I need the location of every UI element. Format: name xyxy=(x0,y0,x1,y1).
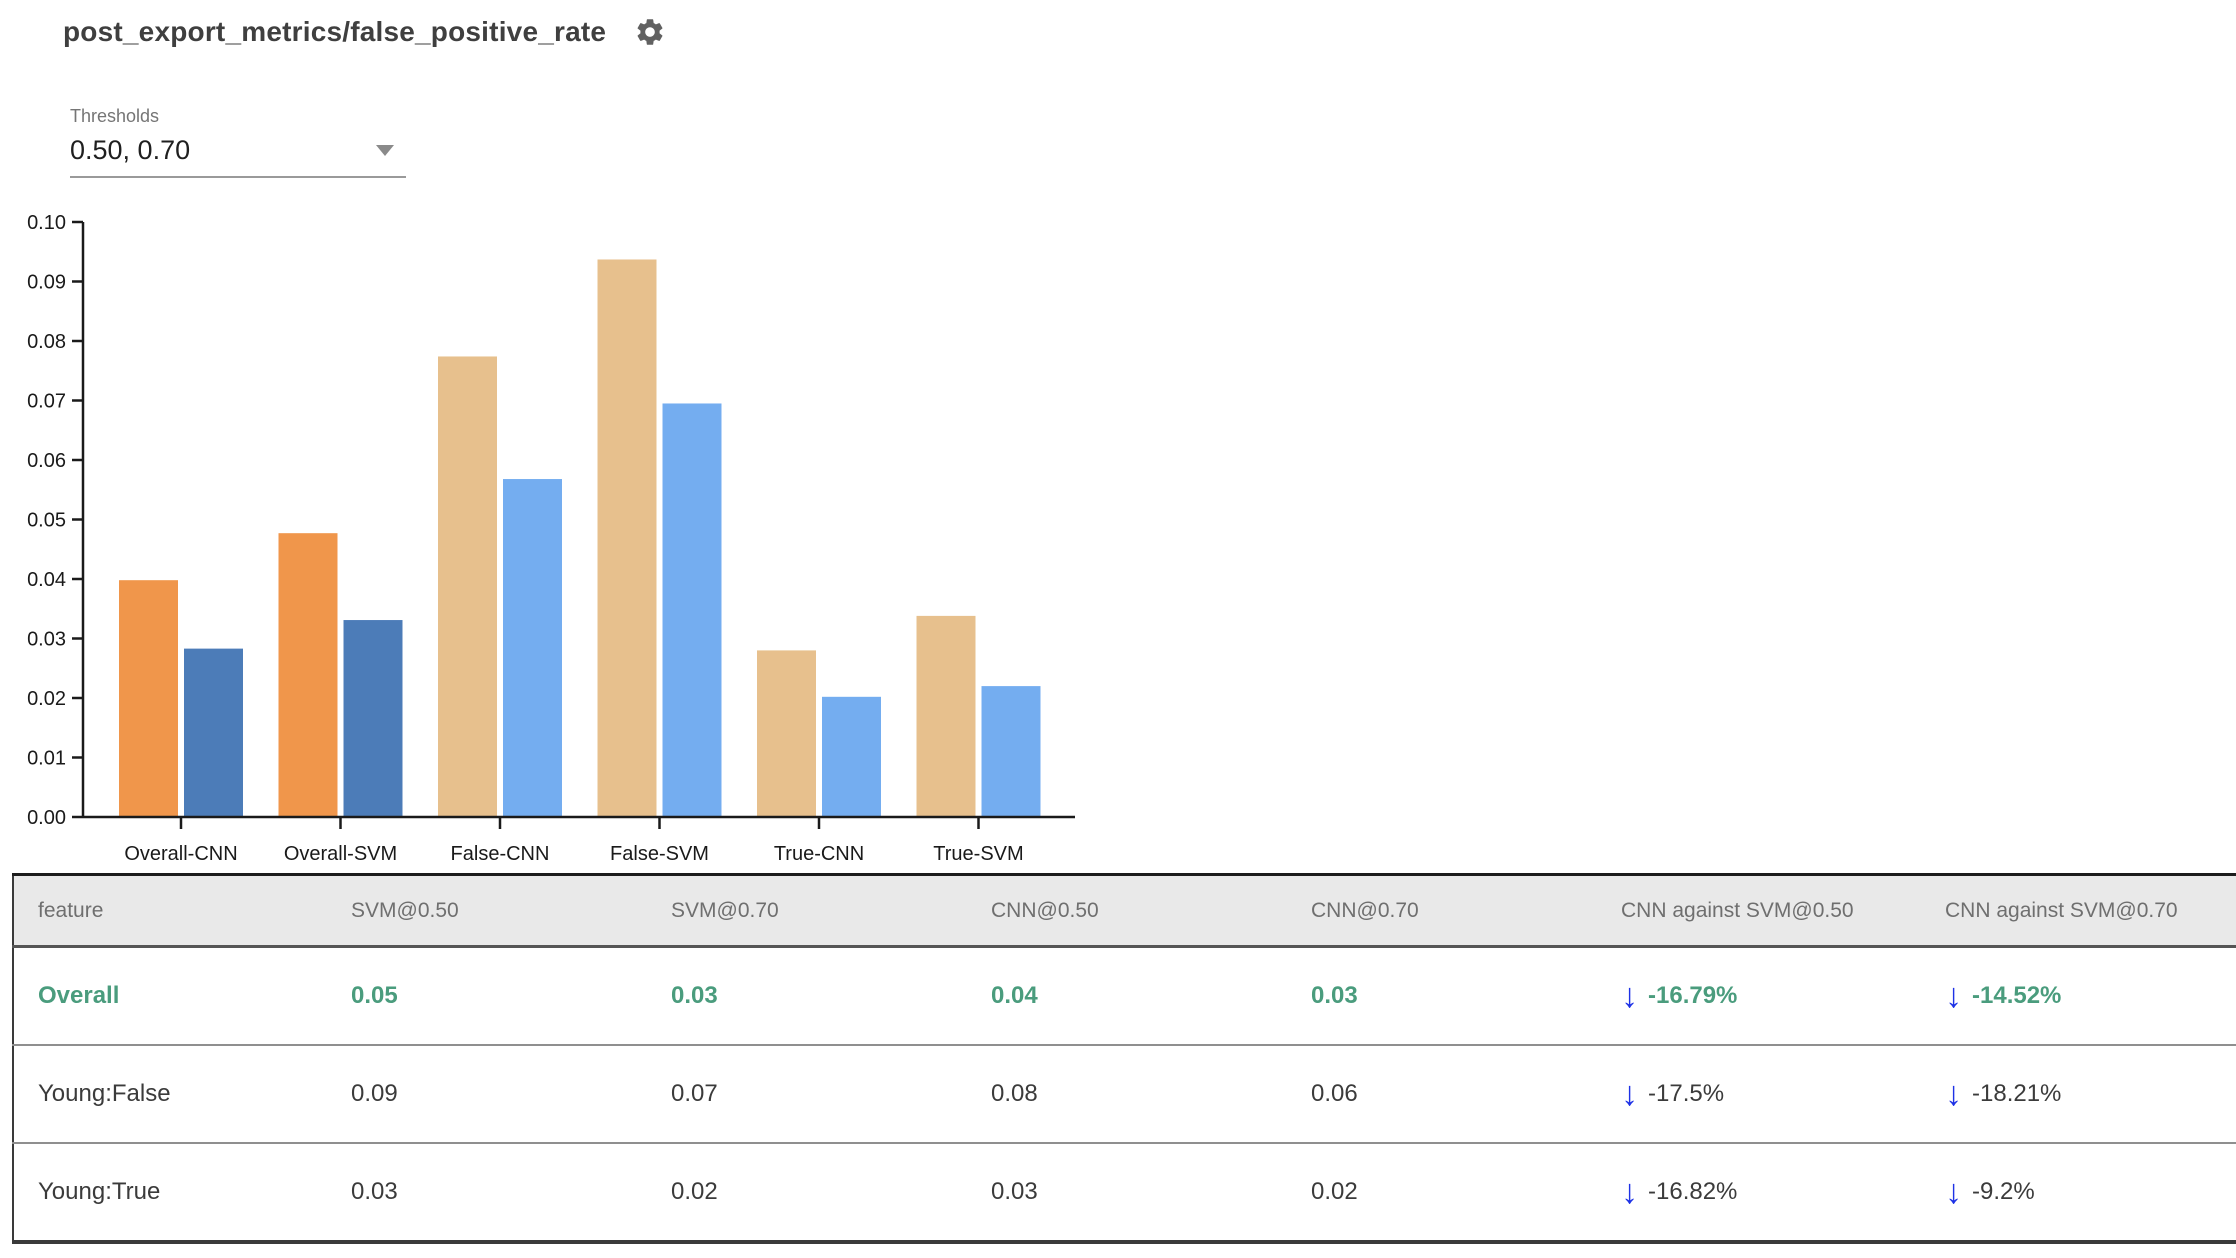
delta-value: -17.5% xyxy=(1648,1080,1725,1107)
bar-Overall-SVM-threshold 0.70 xyxy=(343,620,403,817)
table-row-overall: Overall 0.05 0.03 0.04 0.03 ↓ -16.79% ↓ -1… xyxy=(13,947,2236,1046)
col-header-svm-070: SVM@0.70 xyxy=(647,874,967,948)
delta-value: -16.79% xyxy=(1648,982,1738,1009)
arrow-down-icon: ↓ xyxy=(1945,1075,1962,1113)
arrow-down-icon: ↓ xyxy=(1621,1075,1638,1113)
value-cell: 0.03 xyxy=(1311,982,1358,1009)
metric-header: post_export_metrics/false_positive_rate xyxy=(63,16,666,48)
value-cell: 0.07 xyxy=(647,1044,967,1143)
delta-value: -9.2% xyxy=(1972,1178,2035,1205)
settings-gear-icon[interactable] xyxy=(634,16,666,48)
y-tick-label: 0.03 xyxy=(27,629,66,651)
value-cell: 0.03 xyxy=(671,982,718,1009)
bar-True-CNN-threshold 0.50 xyxy=(757,650,816,817)
arrow-down-icon: ↓ xyxy=(1621,1173,1638,1211)
delta-value: -14.52% xyxy=(1972,982,2062,1009)
table-row-young-true: Young:True 0.03 0.02 0.03 0.02 ↓ -16.82% … xyxy=(13,1142,2236,1242)
bar-False-CNN-threshold 0.50 xyxy=(438,356,497,817)
col-header-feature: feature xyxy=(13,874,327,948)
y-tick-label: 0.08 xyxy=(27,331,66,353)
value-cell: 0.08 xyxy=(967,1044,1287,1143)
bar-False-SVM-threshold 0.70 xyxy=(662,403,722,817)
x-category-label: Overall-CNN xyxy=(124,843,237,865)
y-tick-label: 0.00 xyxy=(27,807,66,829)
value-cell: 0.02 xyxy=(1287,1142,1597,1242)
y-tick-label: 0.09 xyxy=(27,272,66,294)
page-title: post_export_metrics/false_positive_rate xyxy=(63,16,607,47)
col-header-cnn-vs-svm-050: CNN against SVM@0.50 xyxy=(1597,874,1921,948)
bar-Overall-CNN-threshold 0.50 xyxy=(119,580,178,817)
bar-True-SVM-threshold 0.50 xyxy=(916,615,976,817)
col-header-cnn-050: CNN@0.50 xyxy=(967,874,1287,948)
bar-False-CNN-threshold 0.70 xyxy=(503,479,562,817)
y-tick-label: 0.01 xyxy=(27,748,66,770)
arrow-down-icon: ↓ xyxy=(1945,1173,1962,1211)
value-cell: 0.06 xyxy=(1287,1044,1597,1143)
value-cell: 0.02 xyxy=(647,1142,967,1242)
bar-False-SVM-threshold 0.50 xyxy=(597,259,657,817)
value-cell: 0.03 xyxy=(327,1142,647,1242)
feature-cell: Young:True xyxy=(13,1142,327,1242)
arrow-down-icon: ↓ xyxy=(1621,977,1638,1015)
arrow-down-icon: ↓ xyxy=(1945,977,1962,1015)
y-tick-label: 0.02 xyxy=(27,688,66,710)
feature-cell: Young:False xyxy=(13,1044,327,1143)
y-tick-label: 0.07 xyxy=(27,391,66,413)
col-header-cnn-070: CNN@0.70 xyxy=(1287,874,1597,948)
bar-True-SVM-threshold 0.70 xyxy=(981,686,1041,817)
value-cell: 0.09 xyxy=(327,1044,647,1143)
value-cell: 0.05 xyxy=(351,982,398,1009)
table-header-row: feature SVM@0.50 SVM@0.70 CNN@0.50 CNN@0… xyxy=(13,874,2236,948)
x-category-label: True-SVM xyxy=(933,843,1023,865)
x-category-label: Overall-SVM xyxy=(284,843,397,865)
delta-value: -18.21% xyxy=(1972,1080,2062,1107)
x-category-label: True-CNN xyxy=(774,843,864,865)
thresholds-select[interactable]: Thresholds 0.50, 0.70 xyxy=(70,106,406,178)
col-header-cnn-vs-svm-070: CNN against SVM@0.70 xyxy=(1921,874,2236,948)
value-cell: 0.03 xyxy=(967,1142,1287,1242)
dropdown-caret-icon xyxy=(376,145,394,156)
bar-True-CNN-threshold 0.70 xyxy=(822,696,881,817)
bar-Overall-SVM-threshold 0.50 xyxy=(278,533,338,817)
y-tick-label: 0.05 xyxy=(27,510,66,532)
thresholds-value: 0.50, 0.70 xyxy=(70,135,191,165)
false-positive-rate-bar-chart: 0.00 0.01 0.02 0.03 0.04 0.05 0.06 0.07 0.08 0.09… xyxy=(27,212,1075,865)
feature-cell: Overall xyxy=(38,982,120,1009)
y-tick-label: 0.06 xyxy=(27,450,66,472)
y-tick-label: 0.10 xyxy=(27,212,66,234)
metrics-table: feature SVM@0.50 SVM@0.70 CNN@0.50 CNN@0… xyxy=(12,873,2236,1244)
y-tick-label: 0.04 xyxy=(27,569,66,591)
table-row-young-false: Young:False 0.09 0.07 0.08 0.06 ↓ -17.5% … xyxy=(13,1044,2236,1143)
bar-Overall-CNN-threshold 0.70 xyxy=(184,648,243,817)
value-cell: 0.04 xyxy=(991,982,1038,1009)
x-category-label: False-SVM xyxy=(610,843,709,865)
thresholds-label: Thresholds xyxy=(70,106,160,126)
x-category-label: False-CNN xyxy=(451,843,550,865)
delta-value: -16.82% xyxy=(1648,1178,1738,1205)
col-header-svm-050: SVM@0.50 xyxy=(327,874,647,948)
